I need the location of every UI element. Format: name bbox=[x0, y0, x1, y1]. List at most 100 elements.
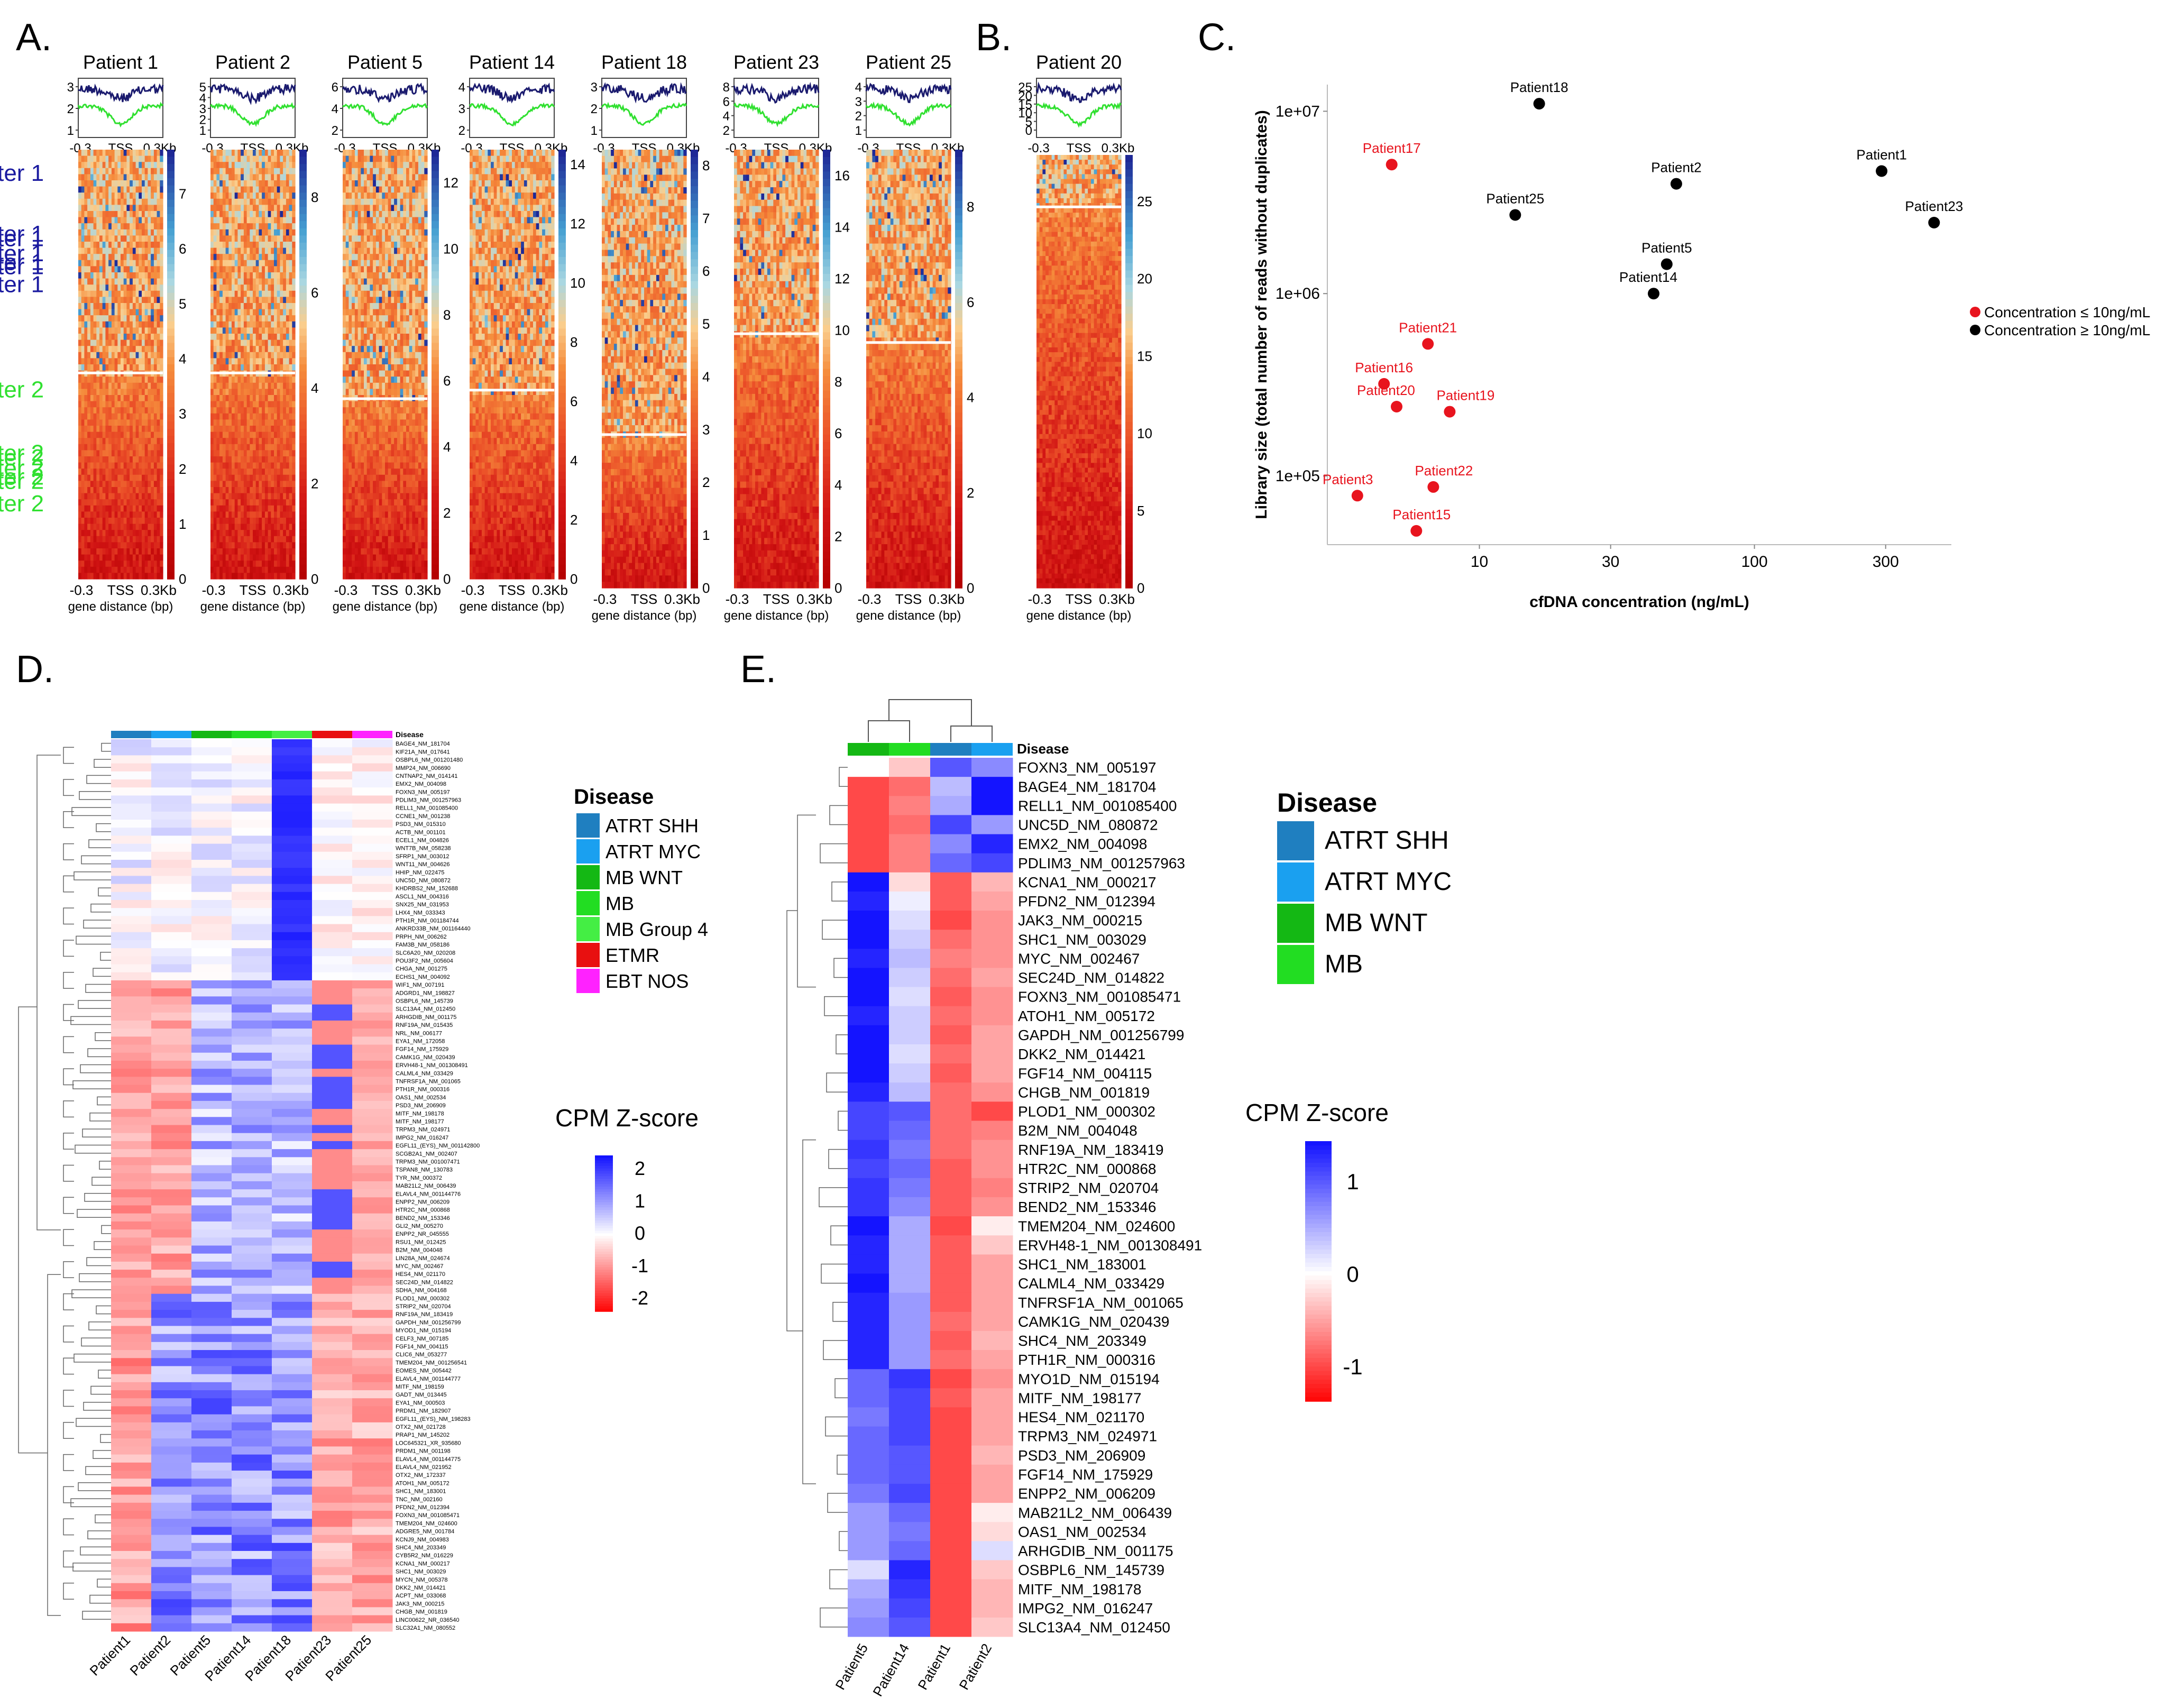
disease-legend-entry: ATRT SHH bbox=[1325, 827, 1449, 855]
expression-cell bbox=[889, 1044, 931, 1064]
colorbar-tick-label: 25 bbox=[1137, 194, 1152, 209]
gene-label: EMX2_NM_004098 bbox=[1018, 836, 1147, 852]
gene-label: B2M_NM_004048 bbox=[1018, 1123, 1137, 1139]
expression-cell bbox=[889, 1121, 931, 1140]
x-axis-title: cfDNA concentration (ng/mL) bbox=[1529, 593, 1749, 611]
expression-cell bbox=[889, 930, 931, 949]
disease-legend-swatch bbox=[576, 865, 600, 889]
heatmap-x-tick: 0.3Kb bbox=[796, 591, 832, 607]
expression-cell bbox=[848, 930, 889, 949]
scatter-point-patient17 bbox=[1386, 159, 1398, 170]
scatter-point-label: Patient22 bbox=[1415, 463, 1473, 479]
gene-label: MAB21L2_NM_006439 bbox=[1018, 1504, 1172, 1521]
scatter-point-label: Patient25 bbox=[1486, 190, 1544, 206]
gene-label: LHX4_NM_033343 bbox=[396, 910, 445, 916]
scatter-point-label: Patient1 bbox=[1856, 146, 1906, 162]
y-tick-label: 1e+05 bbox=[1276, 467, 1320, 485]
expression-cell bbox=[930, 1044, 972, 1064]
expression-cell bbox=[848, 1427, 889, 1446]
expression-cell bbox=[930, 1369, 972, 1389]
heatmap-x-tick: 0.3Kb bbox=[532, 582, 568, 598]
gene-label: IMPG2_NM_016247 bbox=[396, 1135, 448, 1141]
gene-label: GAPDH_NM_001256799 bbox=[1018, 1027, 1184, 1043]
expression-cell bbox=[971, 1197, 1013, 1217]
profile-tick-label: 3 bbox=[458, 102, 465, 116]
expression-cell bbox=[930, 1178, 972, 1198]
expression-cell bbox=[848, 1006, 889, 1026]
scatter-point-label: Patient5 bbox=[1641, 240, 1692, 256]
colorbar-tick-label: 8 bbox=[967, 199, 974, 215]
gene-label: WIF1_NM_007191 bbox=[396, 982, 444, 988]
heatmap-x-axis-title: gene distance (bp) bbox=[1026, 609, 1132, 623]
colorbar-tick-label: 10 bbox=[1137, 426, 1152, 442]
colorbar-tick-label: 4 bbox=[179, 351, 186, 367]
expression-cell bbox=[971, 777, 1013, 796]
expression-cell bbox=[848, 1541, 889, 1560]
expression-cell bbox=[930, 1407, 972, 1427]
colorbar-tick-label: 2 bbox=[702, 474, 710, 490]
annotation-cell-patient5 bbox=[191, 731, 232, 738]
expression-cell bbox=[848, 796, 889, 815]
gene-label: CHGB_NM_001819 bbox=[1018, 1084, 1150, 1100]
scatter-point-label: Patient20 bbox=[1357, 382, 1415, 398]
profile-tick-label: 4 bbox=[855, 80, 862, 95]
expression-cell bbox=[971, 1254, 1013, 1274]
gene-label: PDLIM3_NM_001257963 bbox=[1018, 855, 1185, 871]
gene-label: ADGRD1_NM_198827 bbox=[396, 990, 455, 996]
colorbar-tick-label: 6 bbox=[179, 241, 186, 256]
scatter-point-patient20 bbox=[1391, 401, 1402, 412]
gene-label: EMX2_NM_004098 bbox=[396, 781, 446, 787]
expression-cell bbox=[848, 1465, 889, 1484]
colorbar-tick-label: 4 bbox=[311, 380, 318, 396]
disease-legend-swatch bbox=[576, 917, 600, 941]
colorbar-tick-label: 0 bbox=[834, 580, 842, 596]
gene-label: BAGE4_NM_181704 bbox=[396, 741, 450, 747]
annotation-label: Disease bbox=[1017, 741, 1069, 757]
colorbar-tick-label: 6 bbox=[443, 373, 451, 389]
gene-label: MITF_NM_198177 bbox=[1018, 1390, 1141, 1406]
expression-cell bbox=[930, 1484, 972, 1503]
gene-label: OSBPL6_NM_145739 bbox=[1018, 1562, 1164, 1578]
gene-label: ELAVL4_NM_001144777 bbox=[396, 1376, 461, 1382]
heatmap-x-tick: 0.3Kb bbox=[664, 591, 700, 607]
colorbar-tick-label: 14 bbox=[834, 219, 850, 235]
y-tick-label: 1e+06 bbox=[1276, 285, 1320, 302]
expression-cell bbox=[848, 1388, 889, 1408]
expression-cell bbox=[889, 1618, 931, 1637]
gene-label: GADT_NM_013445 bbox=[396, 1392, 447, 1398]
expression-cell bbox=[889, 1484, 931, 1503]
profile-tick-label: 4 bbox=[332, 102, 338, 116]
tss-patient-title: Patient 2 bbox=[215, 51, 290, 73]
profile-x-tick: 0.3Kb bbox=[1102, 141, 1135, 155]
expression-cell bbox=[848, 968, 889, 987]
expression-cell bbox=[889, 1006, 931, 1026]
gene-label: PSD3_NM_015310 bbox=[396, 821, 446, 828]
profile-tick-label: 1 bbox=[67, 124, 74, 138]
gene-label: FOXN3_NM_005197 bbox=[1018, 759, 1156, 776]
gene-label: PRDM1_NM_001198 bbox=[396, 1448, 451, 1455]
gene-label: TNC_NM_002160 bbox=[396, 1496, 443, 1503]
expression-cell bbox=[889, 1350, 931, 1370]
scatter-point-label: Patient16 bbox=[1355, 360, 1413, 375]
heatmap-x-axis-title: gene distance (bp) bbox=[856, 609, 961, 623]
tss-patient-title: Patient 5 bbox=[347, 51, 423, 73]
colorbar-tick-label: 8 bbox=[443, 307, 451, 323]
heatmap-x-tick: TSS bbox=[499, 582, 526, 598]
gene-label: HES4_NM_021170 bbox=[396, 1271, 445, 1278]
colorbar-tick-label: 7 bbox=[179, 186, 186, 201]
scatter-point-label: Patient15 bbox=[1392, 507, 1451, 522]
expression-cell bbox=[889, 1063, 931, 1083]
gene-label: EYA1_NM_172058 bbox=[396, 1038, 445, 1044]
gene-label: OAS1_NM_002534 bbox=[1018, 1523, 1146, 1540]
expression-cell bbox=[930, 968, 972, 987]
expression-cell bbox=[848, 1446, 889, 1465]
scatter-point-patient3 bbox=[1352, 490, 1363, 501]
heatmap-x-tick: 0.3Kb bbox=[929, 591, 965, 607]
colorbar-tick-label: 14 bbox=[570, 157, 585, 172]
gene-label: ACPT_NM_033068 bbox=[396, 1593, 446, 1599]
heatmap-x-tick: -0.3 bbox=[461, 582, 485, 598]
gene-label: LINC00622_NR_036540 bbox=[396, 1617, 459, 1623]
expression-cell bbox=[848, 873, 889, 892]
gene-label: TNFRSF1A_NM_001065 bbox=[1018, 1294, 1184, 1311]
